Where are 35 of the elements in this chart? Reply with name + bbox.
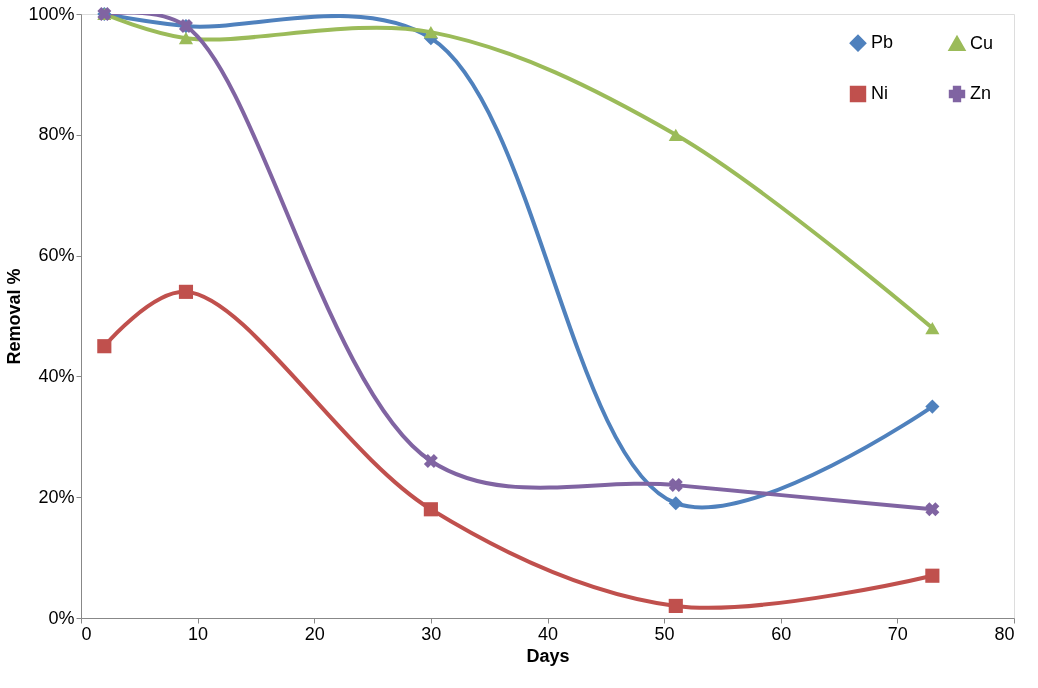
point [668,598,683,613]
x-tick-label: 0 [81,623,92,644]
x-axis-title: Days [526,645,570,666]
x-tick-label: 40 [537,623,559,644]
legend-label: Ni [871,83,888,103]
point [925,399,940,414]
point [178,32,194,45]
y-tick-label: 20% [38,486,75,507]
legend-label: Zn [970,83,992,103]
point [97,339,112,354]
y-axis-title: Removal % [4,268,25,365]
x-tick-label: 30 [421,623,442,644]
x-tick-label: 80 [994,623,1015,644]
legend-label: Cu [970,32,994,53]
point [925,568,940,583]
point [423,26,438,39]
x-tick-label: 50 [654,623,675,644]
point [423,453,438,468]
point [178,284,194,299]
point [668,478,683,493]
legend-label: Pb [871,32,894,53]
x-tick-label: 10 [188,623,209,644]
x-tick-label: 20 [304,623,325,644]
point [925,321,940,335]
y-tick-label: 80% [38,124,75,145]
point [668,496,683,511]
y-tick-label: 40% [38,365,75,386]
x-tick-label: 60 [771,623,792,644]
y-tick-label: 0% [48,607,75,628]
x-tick-label: 70 [887,623,908,644]
point [668,128,683,141]
point [423,502,438,517]
point [925,502,940,517]
y-tick-label: 60% [38,245,75,266]
y-tick-label: 100% [28,3,75,24]
